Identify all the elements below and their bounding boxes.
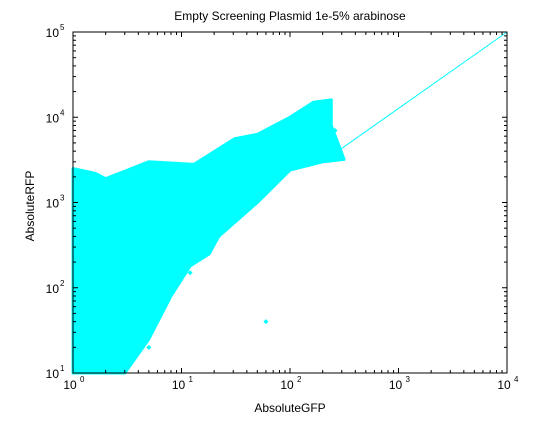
point-cloud [71, 98, 346, 375]
data-point [187, 270, 193, 276]
x-tick-label: 10 [63, 378, 77, 392]
data-point [299, 107, 305, 113]
data-point [162, 259, 168, 265]
x-axis-label: AbsoluteGFP [254, 401, 326, 415]
y-tick-exponent: 4 [60, 108, 65, 117]
x-tick-label: 10 [497, 378, 511, 392]
y-tick-exponent: 2 [60, 279, 65, 288]
y-tick-label: 10 [46, 282, 60, 296]
y-tick-exponent: 1 [60, 364, 65, 373]
data-point [230, 208, 236, 214]
data-point [206, 208, 212, 214]
data-point [146, 344, 152, 350]
data-point [146, 176, 152, 182]
data-points [71, 98, 346, 375]
data-point [324, 111, 330, 117]
data-point [179, 244, 184, 250]
data-point [74, 193, 80, 199]
data-point [179, 200, 184, 205]
data-point [287, 118, 293, 124]
data-point [291, 140, 297, 146]
data-point [282, 148, 288, 154]
data-point [254, 133, 260, 139]
data-point [89, 319, 95, 325]
x-axis: 10 0 10 1 10 2 10 3 10 4 [63, 32, 519, 392]
data-point [263, 319, 269, 325]
data-point [122, 355, 128, 361]
x-tick-exponent: 0 [80, 375, 85, 384]
chart-title: Empty Screening Plasmid 1e-5% arabinose [174, 9, 406, 23]
y-tick-exponent: 5 [60, 23, 65, 32]
y-axis-label: AbsoluteRFP [23, 170, 37, 242]
data-point [222, 159, 228, 165]
data-point [154, 233, 160, 239]
data-point [211, 225, 217, 231]
data-point [222, 193, 228, 199]
data-point [198, 238, 204, 244]
data-point [86, 225, 92, 231]
data-point [141, 196, 147, 202]
x-tick-label: 10 [172, 378, 186, 392]
data-point [168, 213, 174, 219]
data-point [82, 178, 88, 184]
x-tick-exponent: 2 [297, 375, 302, 384]
data-point [146, 278, 152, 284]
data-point [135, 244, 141, 250]
reference-line-group [322, 31, 508, 163]
y-tick-label: 10 [46, 197, 60, 211]
x-tick-exponent: 3 [406, 375, 411, 384]
data-point [74, 244, 80, 250]
data-point [211, 174, 217, 180]
data-point [187, 170, 193, 176]
data-point [249, 153, 255, 159]
data-point [259, 174, 265, 180]
data-point [113, 293, 119, 299]
y-tick-label: 10 [46, 111, 60, 125]
data-point [187, 218, 193, 224]
data-point [154, 304, 160, 310]
data-point [122, 270, 128, 276]
y-tick-exponent: 3 [60, 194, 65, 203]
x-tick-label: 10 [389, 378, 403, 392]
data-point [263, 144, 269, 150]
data-point [103, 336, 109, 342]
reference-line [322, 31, 508, 163]
data-point [168, 166, 174, 172]
data-point [89, 213, 95, 219]
data-point [129, 178, 135, 184]
data-point [135, 304, 141, 310]
data-point [276, 127, 282, 133]
x-tick-label: 10 [280, 378, 294, 392]
data-point [230, 166, 236, 172]
data-point [79, 358, 85, 364]
data-point [103, 184, 109, 190]
data-point [306, 127, 312, 133]
data-point [332, 127, 338, 133]
data-point [244, 184, 250, 190]
y-tick-label: 10 [46, 367, 60, 381]
data-point [315, 99, 321, 105]
y-tick-label: 10 [46, 26, 60, 40]
data-point [119, 203, 125, 209]
data-point [238, 148, 244, 154]
x-tick-exponent: 4 [514, 375, 519, 384]
data-point [168, 289, 174, 295]
data-point [270, 159, 276, 165]
x-tick-exponent: 1 [189, 375, 194, 384]
data-point [198, 184, 204, 190]
